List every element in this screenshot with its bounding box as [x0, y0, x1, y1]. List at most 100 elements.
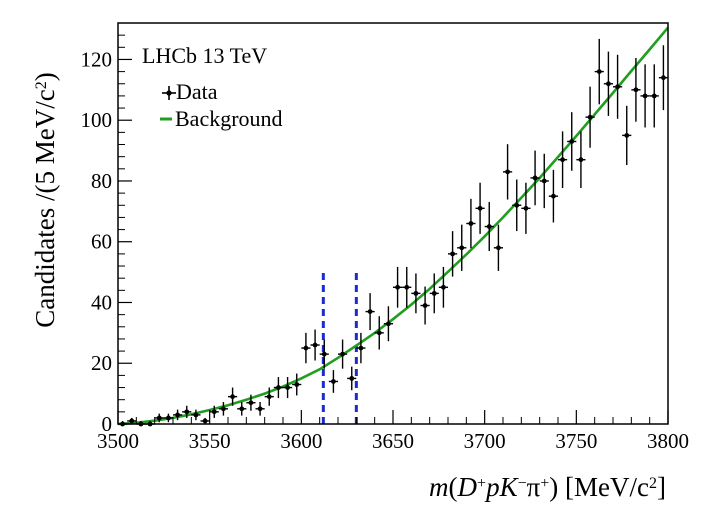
legend-background-label: Background [175, 106, 283, 131]
data-point [640, 64, 650, 128]
data-marker [294, 382, 300, 387]
data-marker [642, 93, 648, 99]
data-marker [184, 409, 190, 415]
data-point [182, 405, 192, 418]
legend-data-marker [162, 86, 176, 100]
y-tick-label: 0 [102, 412, 113, 436]
x-tick-label: 3650 [372, 429, 414, 453]
legend-data-label: Data [176, 79, 218, 104]
data-marker [505, 169, 510, 175]
data-point [264, 387, 274, 406]
data-point [658, 45, 668, 111]
data-point [374, 316, 384, 350]
data-marker [276, 385, 281, 390]
y-axis-ticks: 0 20 40 60 80 100 120 [81, 22, 132, 436]
data-marker [596, 69, 602, 75]
data-point [200, 417, 210, 424]
data-marker [221, 406, 226, 412]
data-point [191, 409, 201, 421]
data-marker [358, 345, 364, 351]
data-point [328, 370, 338, 393]
data-point [438, 266, 448, 308]
data-point [493, 224, 503, 271]
data-point [594, 38, 604, 105]
data-point [246, 394, 256, 411]
x-axis-ticks: 3500 3550 3600 3650 3700 3750 3800 [97, 410, 689, 453]
data-marker [340, 351, 345, 357]
data-point [613, 54, 623, 119]
data-point [319, 339, 329, 369]
data-point [429, 273, 439, 314]
data-marker [211, 409, 217, 415]
data-point [255, 402, 265, 416]
data-point [283, 377, 293, 399]
data-point [484, 202, 494, 252]
data-marker [551, 193, 556, 199]
y-tick-label: 40 [91, 290, 112, 314]
data-point [365, 293, 375, 331]
data-marker [349, 376, 355, 381]
data-point [402, 266, 412, 308]
data-point [576, 131, 586, 189]
y-tick-label: 120 [81, 47, 113, 71]
data-point [127, 417, 137, 424]
x-tick-label: 3600 [280, 429, 322, 453]
data-marker [175, 412, 180, 418]
data-point [521, 182, 531, 234]
data-marker [560, 157, 565, 163]
y-tick-label: 80 [91, 169, 112, 193]
data-point [457, 224, 467, 271]
data-marker [285, 385, 290, 390]
data-marker [376, 330, 382, 336]
data-marker [331, 379, 336, 384]
data-point [475, 182, 485, 234]
data-marker [193, 412, 199, 418]
data-marker [166, 415, 171, 421]
data-point [310, 329, 320, 361]
data-point [512, 179, 522, 232]
data-point [603, 51, 613, 116]
data-point [173, 409, 183, 421]
data-marker [578, 157, 584, 163]
data-marker [367, 309, 373, 314]
data-marker [468, 221, 474, 226]
data-point [548, 169, 558, 223]
data-marker [395, 284, 400, 290]
data-point [631, 57, 641, 122]
data-marker [532, 175, 538, 181]
data-marker [422, 303, 428, 308]
y-tick-label: 60 [91, 230, 112, 254]
data-marker [312, 342, 318, 348]
data-marker [404, 284, 410, 290]
data-point [338, 339, 348, 369]
x-axis-title: m(D+pK−π+) [MeV/c2] [429, 472, 666, 502]
data-point [420, 286, 430, 325]
x-tick-label: 3750 [555, 429, 597, 453]
data-point [292, 373, 302, 396]
data-marker [239, 406, 245, 412]
data-point [209, 405, 219, 418]
data-point [448, 231, 458, 277]
data-point [237, 402, 247, 416]
data-marker [303, 345, 309, 351]
data-marker [624, 133, 630, 138]
data-marker [486, 224, 492, 229]
y-tick-label: 100 [81, 108, 113, 132]
annotation-label: LHCb 13 TeV [142, 43, 267, 68]
data-marker [661, 75, 666, 81]
x-tick-label: 3500 [97, 429, 139, 453]
data-marker [257, 406, 263, 412]
x-tick-label: 3550 [189, 429, 231, 453]
data-marker [459, 245, 465, 251]
data-marker [541, 178, 547, 184]
data-point [273, 377, 283, 399]
data-point [393, 266, 403, 308]
data-point [649, 64, 659, 128]
data-point [301, 332, 311, 364]
data-point [356, 332, 366, 364]
data-point [503, 144, 513, 200]
data-marker [202, 418, 208, 424]
data-marker [156, 415, 162, 421]
data-marker [248, 400, 254, 406]
data-marker [651, 93, 657, 99]
